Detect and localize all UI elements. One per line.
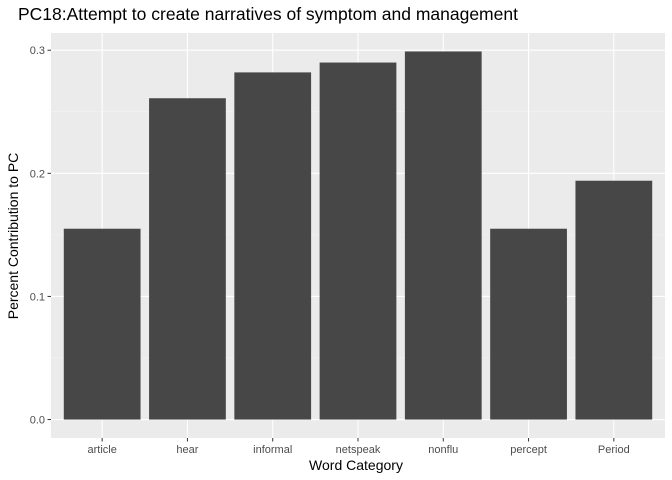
bars (63, 51, 653, 420)
x-tick-label: informal (253, 444, 292, 456)
bar-nonflu (404, 51, 482, 420)
x-axis-title: Word Category (309, 457, 403, 473)
y-tick-label: 0.2 (30, 168, 45, 180)
x-tick-label: hear (176, 444, 198, 456)
y-axis-title: Percent Contribution to PC (5, 153, 21, 320)
y-axis: 0.0 0.1 0.2 0.3 (30, 45, 51, 427)
x-tick-label: percept (510, 444, 547, 456)
y-tick-label: 0.1 (30, 291, 45, 303)
x-tick-label: article (87, 444, 116, 456)
x-tick-label: netspeak (336, 444, 381, 456)
bar-hear (149, 98, 226, 420)
x-axis: article hear informal netspeak nonflu percept… (87, 438, 630, 456)
bar-informal (234, 72, 312, 420)
y-tick-label: 0.3 (30, 45, 45, 57)
x-tick-label: Period (598, 444, 630, 456)
bar-period (575, 180, 653, 420)
bar-netspeak (319, 62, 397, 420)
bar-article (63, 228, 141, 420)
x-tick-label: nonflu (428, 444, 458, 456)
y-tick-label: 0.0 (30, 415, 45, 427)
chart-title: PC18:Attempt to create narratives of sym… (18, 4, 518, 24)
bar-percept (490, 228, 567, 420)
